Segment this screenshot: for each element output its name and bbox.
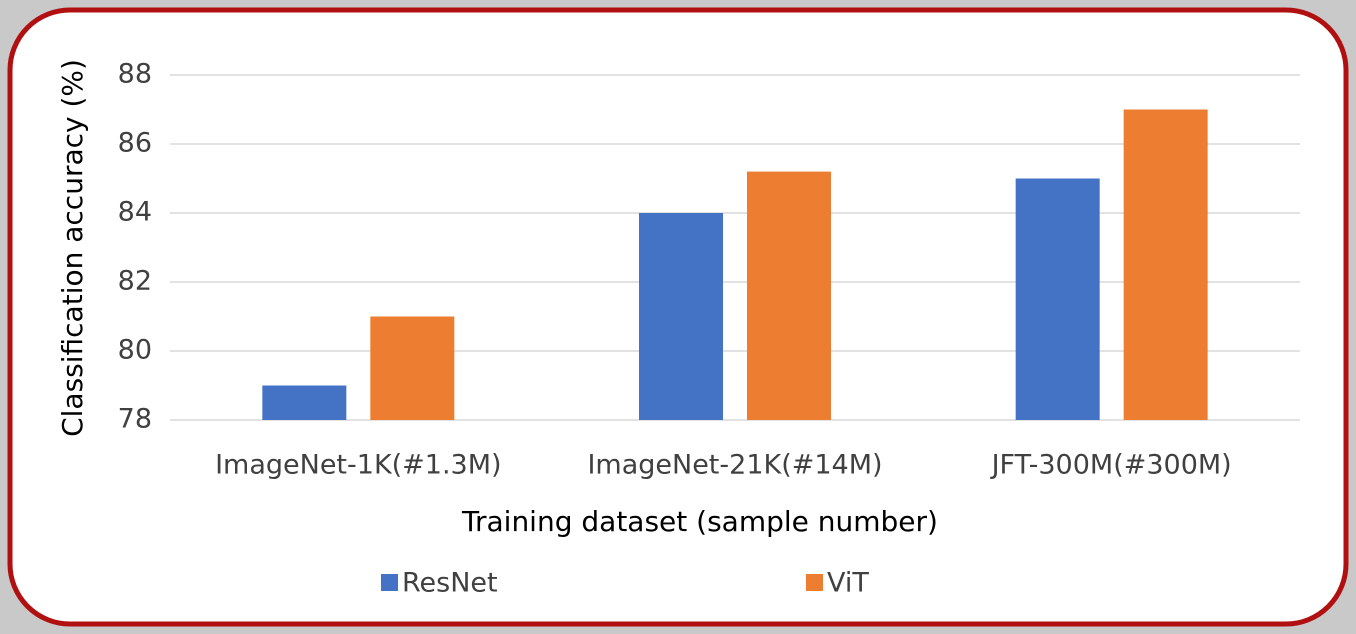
y-axis-title: Classification accuracy (%)	[56, 59, 89, 437]
x-tick-label: ImageNet-21K(#14M)	[587, 450, 882, 481]
y-tick-label: 86	[118, 128, 152, 159]
y-tick-label: 88	[118, 59, 152, 90]
bar	[1123, 109, 1208, 420]
legend-label: ViT	[827, 568, 869, 599]
y-tick-label: 82	[118, 266, 152, 297]
bar	[370, 316, 455, 420]
bar	[639, 213, 723, 420]
bar	[262, 385, 347, 420]
x-tick-label: ImageNet-1K(#1.3M)	[215, 450, 502, 481]
bar	[1015, 178, 1100, 420]
legend-label: ResNet	[402, 568, 498, 599]
bar	[747, 171, 831, 420]
y-tick-label: 80	[118, 335, 152, 366]
legend-swatch	[381, 574, 398, 591]
y-tick-label: 84	[118, 197, 152, 228]
y-tick-label: 78	[118, 404, 152, 435]
x-axis-title: Training dataset (sample number)	[461, 505, 938, 538]
legend-swatch	[806, 574, 823, 591]
x-tick-label: JFT-300M(#300M)	[990, 450, 1232, 481]
